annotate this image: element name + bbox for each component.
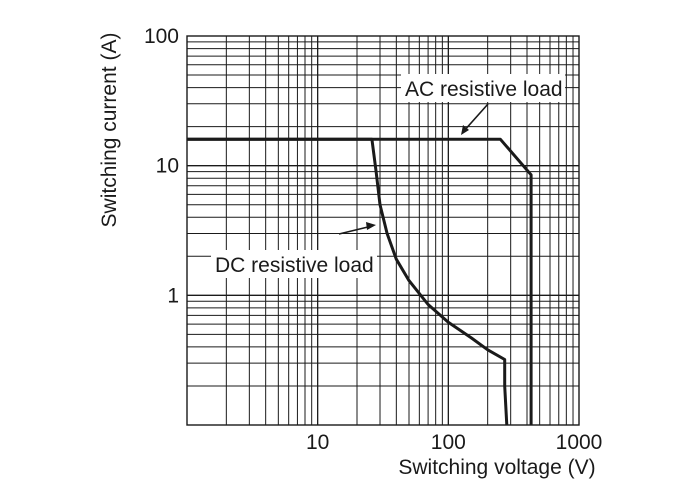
x-axis-title: Switching voltage (V): [398, 456, 595, 479]
ac-annotation-arrow: [462, 103, 489, 133]
x-tick-label: 10: [306, 431, 329, 454]
dc-annotation-label: DC resistive load: [215, 254, 374, 277]
x-tick-label: 1000: [556, 431, 603, 454]
y-tick-label: 10: [156, 155, 179, 178]
x-tick-label: 100: [431, 431, 466, 454]
series-layer: [187, 137, 533, 426]
y-tick-labels: 1 10 100: [144, 25, 179, 307]
series-line-ac: [187, 137, 533, 425]
ac-annotation-arrowhead: [461, 125, 469, 135]
ac-annotation-background: [401, 74, 565, 102]
dc-annotation-background: [211, 250, 377, 278]
dc-annotation-arrow: [338, 225, 373, 235]
x-tick-labels: 10 100 1000: [306, 431, 602, 454]
ac-annotation-label: AC resistive load: [405, 78, 563, 101]
plot-frame: [186, 35, 580, 426]
y-axis-title: Switching current (A): [98, 33, 121, 228]
series-line-dc: [187, 137, 509, 426]
y-tick-label: 100: [144, 25, 179, 48]
y-tick-label: 1: [167, 284, 179, 307]
dc-annotation-arrowhead: [366, 222, 376, 230]
